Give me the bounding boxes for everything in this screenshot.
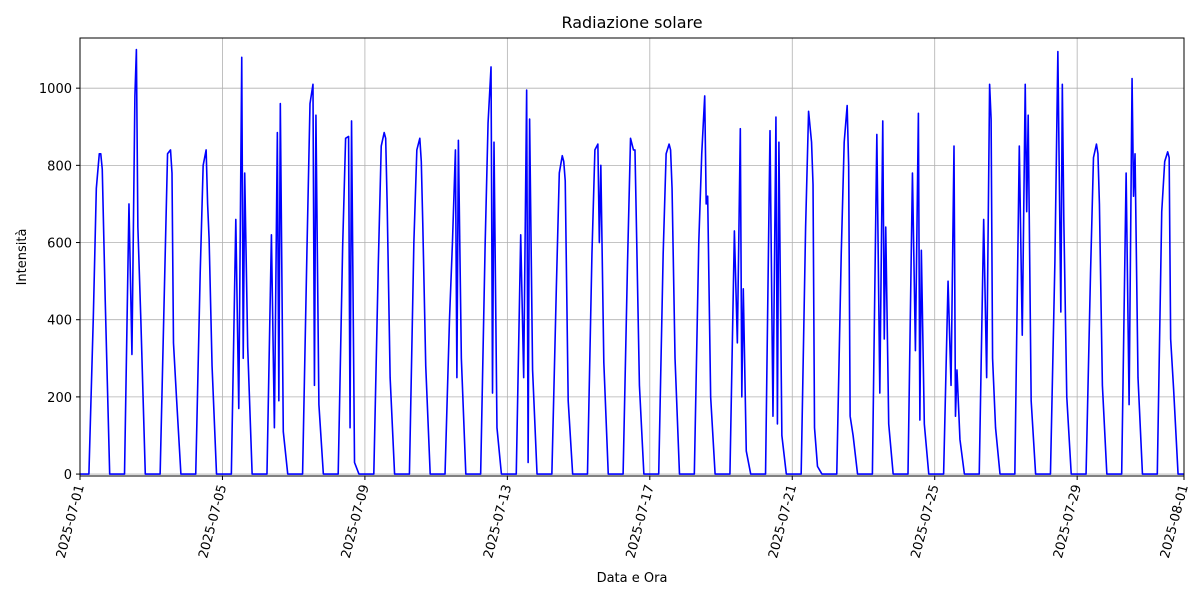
x-tick-label: 2025-07-17 [624, 483, 658, 560]
y-tick-label: 1000 [39, 82, 72, 97]
y-tick-label: 600 [47, 237, 72, 252]
y-axis-label: Intensità [15, 229, 30, 286]
x-tick-label: 2025-07-13 [481, 483, 515, 560]
x-tick-label: 2025-07-29 [1051, 483, 1085, 560]
chart-title: Radiazione solare [561, 13, 702, 32]
x-axis-label: Data e Ora [597, 571, 668, 586]
x-tick-label: 2025-08-01 [1158, 483, 1192, 560]
y-tick-label: 800 [47, 159, 72, 174]
x-tick-label: 2025-07-01 [54, 483, 88, 560]
x-tick-label: 2025-07-25 [909, 483, 943, 560]
plot-frame [79, 37, 1185, 477]
x-tick-label: 2025-07-09 [339, 483, 373, 560]
y-tick-label: 400 [47, 314, 72, 329]
x-tick-label: 2025-07-05 [196, 483, 230, 560]
x-tick-label: 2025-07-21 [766, 483, 800, 560]
data-line [80, 48, 1184, 475]
y-tick-label: 0 [64, 468, 72, 483]
y-tick-label: 200 [47, 391, 72, 406]
